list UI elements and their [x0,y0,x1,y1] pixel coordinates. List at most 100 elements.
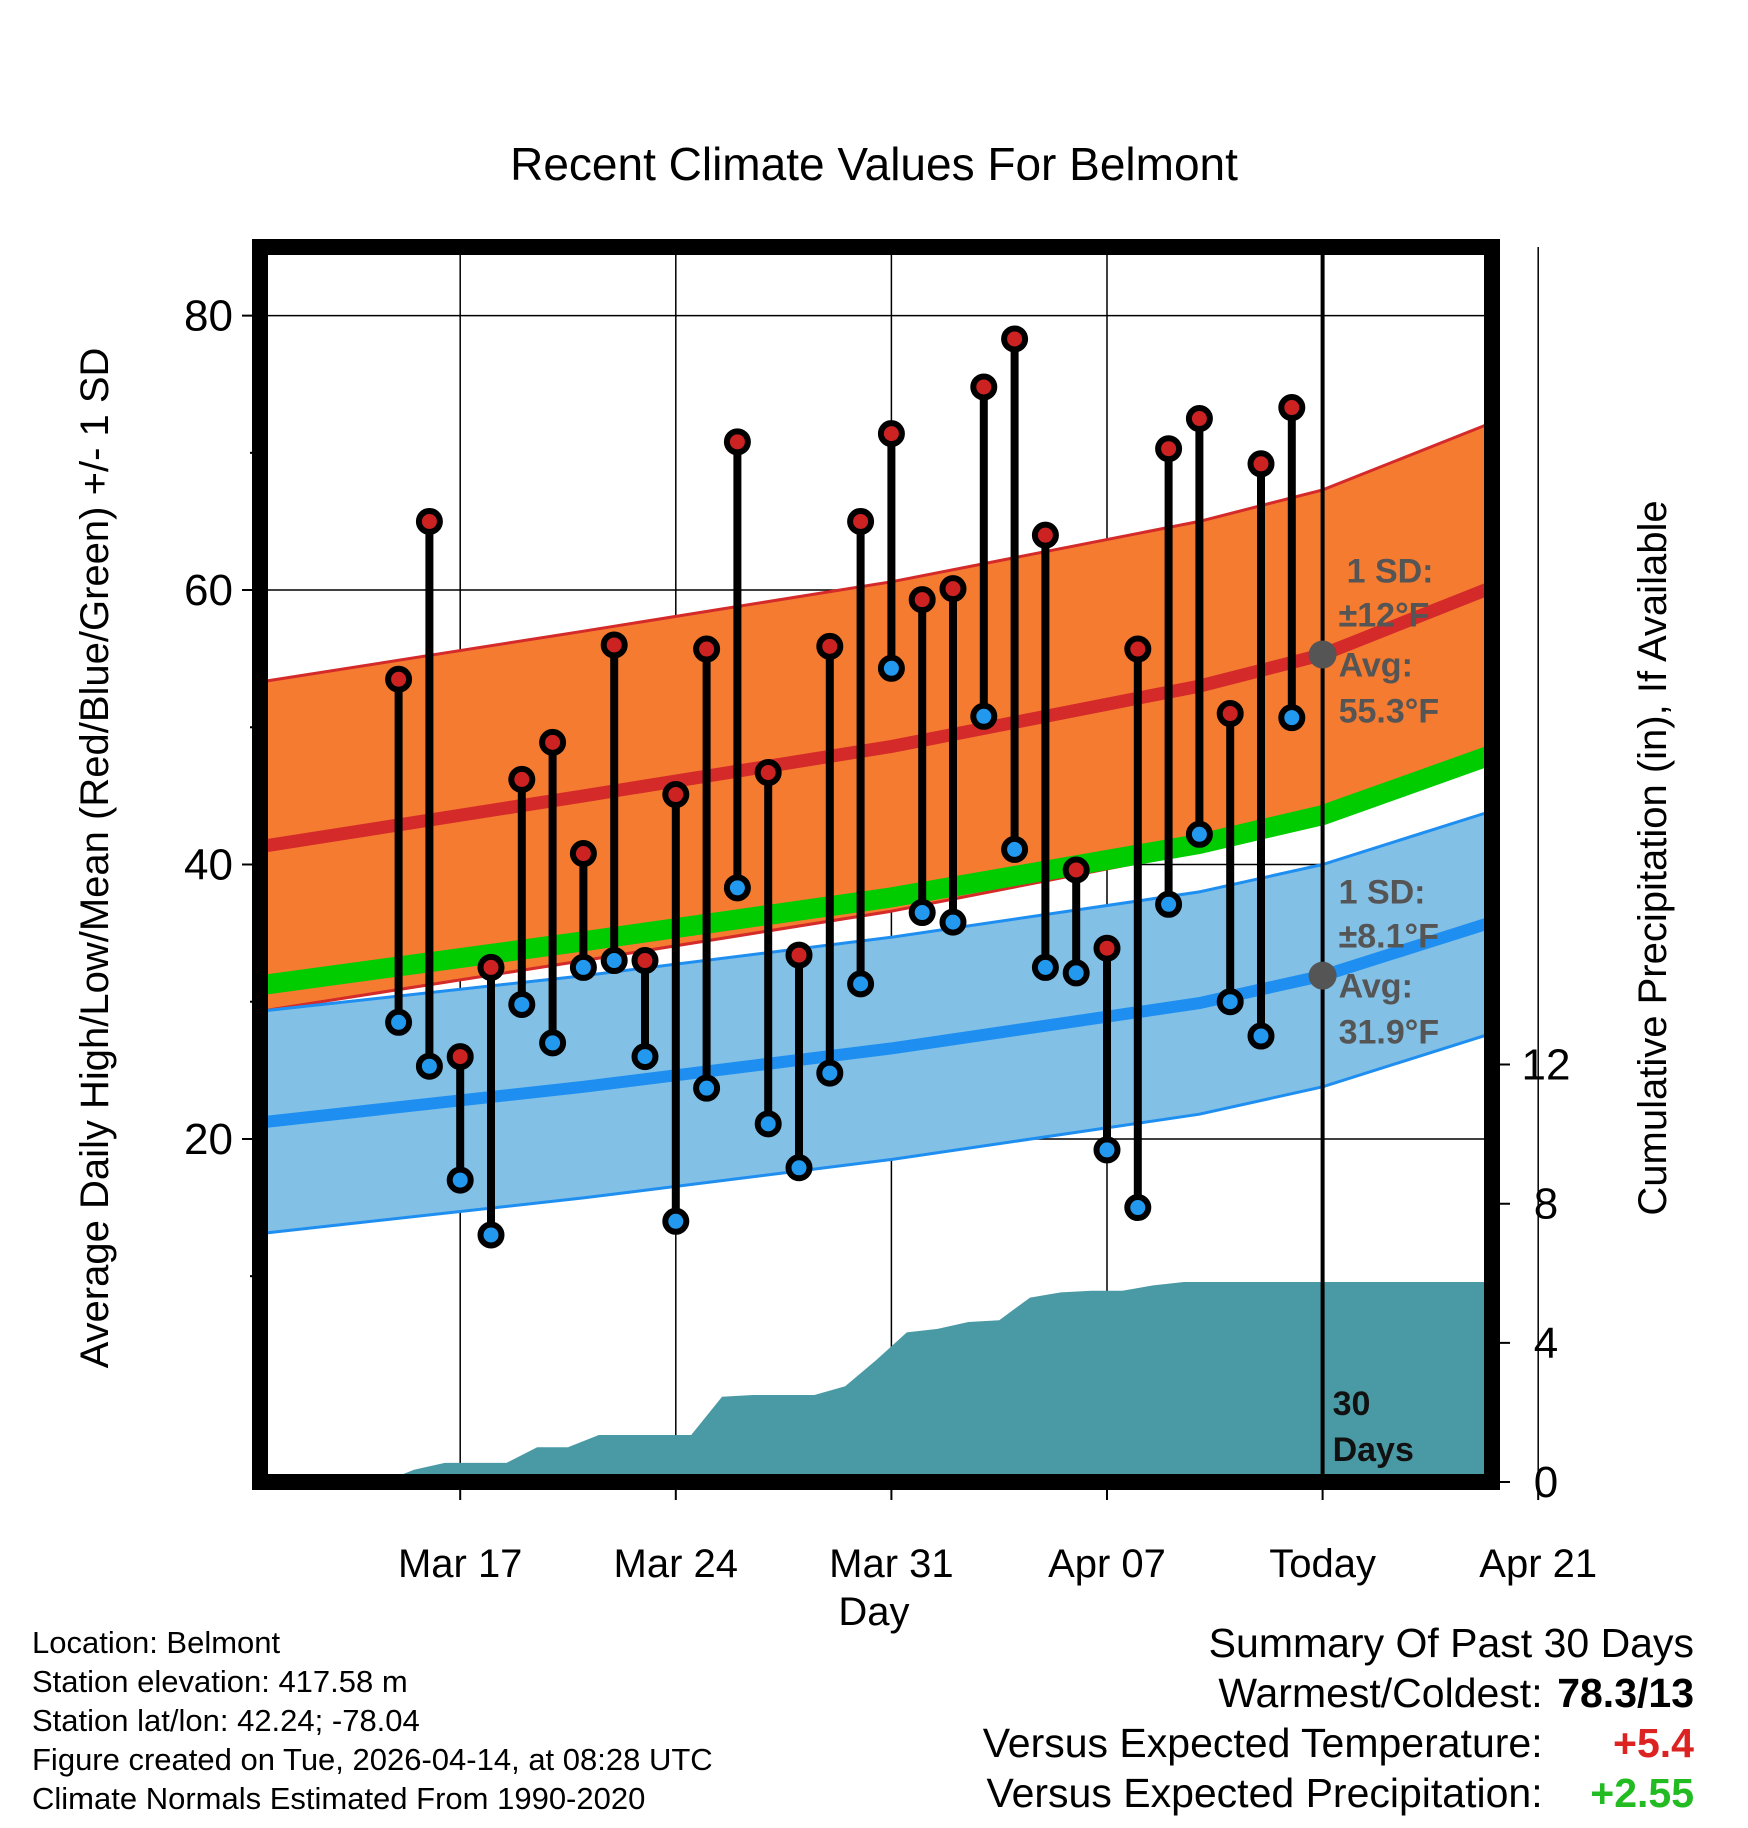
obs-low-point [1093,1136,1121,1164]
obs-low-point [600,947,628,975]
y-left-tick-label: 80 [184,292,233,341]
high-sd-label: 1 SD: [1347,553,1434,591]
x-tick-label: Mar 24 [614,1542,739,1586]
summary-panel: Summary Of Past 30 Days Warmest/Coldest:… [983,1618,1694,1818]
summary-precip: Versus Expected Precipitation: +2.55 [983,1768,1695,1818]
y-left-tick-label: 20 [184,1115,233,1164]
summary-temp: Versus Expected Temperature: +5.4 [983,1718,1694,1768]
obs-high-point [1031,521,1059,549]
obs-low-point [569,953,597,981]
high-avg-marker [1308,640,1337,669]
x-tick-label: Today [1269,1542,1376,1586]
obs-high-point [785,941,813,969]
obs-high-point [1155,435,1183,463]
summary-warm-cold: Warmest/Coldest: 78.3/13 [983,1668,1694,1718]
y-right-tick-label: 4 [1534,1319,1558,1368]
obs-low-point [1247,1022,1275,1050]
today-layer: 30 Days [1320,247,1414,1482]
obs-low-point [385,1008,413,1036]
obs-high-point [569,840,597,868]
created-text: Figure created on Tue, 2026-04-14, at 08… [32,1742,713,1777]
high-avg-value: 55.3°F [1339,693,1440,731]
obs-high-point [1062,856,1090,884]
obs-high-point [1247,450,1275,478]
y-right-tick-label: 12 [1522,1041,1571,1090]
y-left-tick-label: 60 [184,566,233,615]
obs-high-point [1124,635,1152,663]
precip-value: +2.55 [1590,1770,1694,1816]
obs-low-point [662,1207,690,1235]
low-avg-line [259,916,1494,1129]
obs-low-point [1031,953,1059,981]
y-left-tick-label: 40 [184,841,233,890]
obs-low-point [1278,704,1306,732]
obs-low-point [816,1059,844,1087]
obs-low-point [1062,959,1090,987]
obs-low-point [877,654,905,682]
temp-value: +5.4 [1613,1720,1694,1766]
obs-low-point [785,1154,813,1182]
temp-label: Versus Expected Temperature: [982,1720,1543,1766]
obs-high-point [1216,700,1244,728]
low-lower-edge [259,1031,1493,1236]
station-info: Location: Belmont Station elevation: 417… [32,1623,713,1818]
obs-low-point [847,970,875,998]
x-tick-label: Apr 21 [1479,1542,1597,1586]
obs-high-point [631,947,659,975]
obs-high-point [939,575,967,603]
obs-high-point [1185,405,1213,433]
bands-layer [258,421,1496,1236]
y-axis-left-label: Average Daily High/Low/Mean (Red/Blue/Gr… [73,348,117,1369]
obs-high-point [816,632,844,660]
high-band [260,422,1492,1012]
obs-high-point [693,635,721,663]
latlon-text: Station lat/lon: 42.24; -78.04 [32,1703,420,1738]
obs-low-point [723,874,751,902]
precip-label: Versus Expected Precipitation: [986,1770,1543,1816]
today-label-number: 30 [1333,1385,1371,1423]
high-avg-label: Avg: [1339,647,1413,685]
obs-high-point [1278,394,1306,422]
obs-low-point [693,1074,721,1102]
low-avg-value: 31.9°F [1339,1014,1440,1052]
warm-cold-value: 78.3/13 [1557,1670,1694,1716]
obs-high-point [723,428,751,456]
obs-high-point [970,373,998,401]
obs-low-point [754,1110,782,1138]
chart-title: Recent Climate Values For Belmont [510,138,1238,190]
obs-low-point [477,1221,505,1249]
low-band [260,811,1492,1234]
obs-low-point [508,990,536,1018]
obs-low-point [631,1043,659,1071]
obs-low-point [1185,820,1213,848]
obs-high-point [415,507,443,535]
x-tick-label: Apr 07 [1048,1542,1166,1586]
obs-high-point [1001,325,1029,353]
obs-high-point [662,781,690,809]
low-sd-label: 1 SD: [1339,874,1426,912]
low-sd-value: ±8.1°F [1339,918,1439,956]
normals-text: Climate Normals Estimated From 1990-2020 [32,1781,646,1816]
elevation-text: Station elevation: 417.58 m [32,1664,408,1699]
precip-layer [260,1282,1492,1482]
obs-high-point [1093,934,1121,962]
obs-high-point [600,631,628,659]
obs-low-point [939,908,967,936]
obs-high-point [539,728,567,756]
obs-low-point [539,1029,567,1057]
obs-high-point [446,1043,474,1071]
obs-high-point [754,759,782,787]
today-label-days: Days [1333,1431,1414,1469]
obs-low-point [970,702,998,730]
obs-low-point [1155,890,1183,918]
obs-high-point [847,507,875,535]
annotations-layer: 1 SD: ±12°F Avg: 55.3°F 1 SD: ±8.1°F Avg: 31.9°… [1308,553,1440,1052]
location-text: Location: Belmont [32,1625,281,1660]
observations-layer [385,325,1306,1249]
obs-low-point [908,899,936,927]
summary-heading: Summary Of Past 30 Days [1208,1620,1694,1666]
y-right-tick-label: 8 [1534,1180,1558,1229]
warm-cold-label: Warmest/Coldest: [1218,1670,1543,1716]
